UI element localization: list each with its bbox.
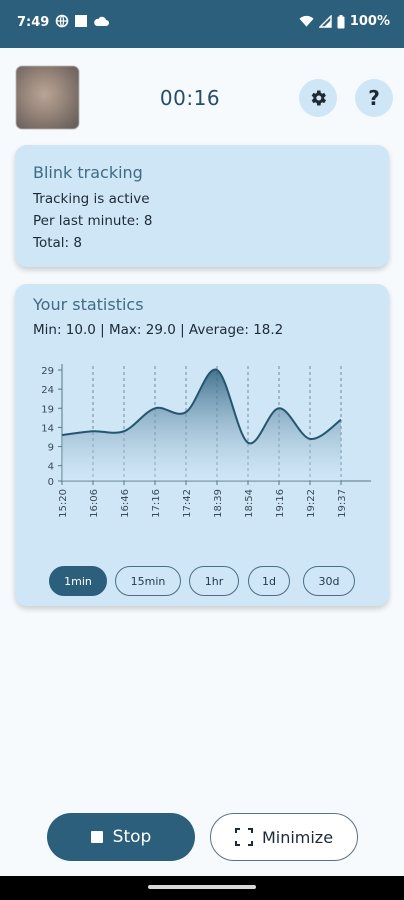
status-icons-right: 100% xyxy=(299,14,390,29)
range-button-1hr[interactable]: 1hr xyxy=(189,566,239,596)
y-tick-label: 14 xyxy=(41,423,54,434)
blink-card-title: Blink tracking xyxy=(33,163,143,182)
x-tick-label: 19:16 xyxy=(275,489,286,518)
stats-summary: Min: 10.0 | Max: 29.0 | Average: 18.2 xyxy=(33,322,284,338)
blink-rate-chart: 0 4 9 14 19 24 29 15:20 16:06 16:46 17:16 17:42 18:3… xyxy=(41,364,371,518)
x-tick-label: 18:54 xyxy=(244,489,255,518)
total-count: Total: 8 xyxy=(33,235,82,251)
stop-label: Stop xyxy=(112,827,152,847)
x-tick-label: 17:16 xyxy=(151,489,162,518)
home-gesture-handle[interactable] xyxy=(148,885,256,889)
settings-button[interactable] xyxy=(299,79,337,117)
y-tick-label: 4 xyxy=(48,462,54,473)
camera-preview-avatar xyxy=(16,66,79,129)
x-tick-label: 15:20 xyxy=(58,489,69,518)
range-button-1d[interactable]: 1d xyxy=(248,566,290,596)
minimize-button[interactable]: Minimize xyxy=(210,813,358,861)
battery-icon xyxy=(337,14,345,28)
status-time: 7:49 xyxy=(17,15,50,30)
cloud-icon xyxy=(94,16,109,26)
range-button-15min[interactable]: 15min xyxy=(115,566,181,596)
minimize-label: Minimize xyxy=(261,827,334,847)
y-tick-label: 29 xyxy=(41,366,54,377)
square-icon xyxy=(75,15,87,27)
y-tick-label: 19 xyxy=(41,404,54,415)
battery-percent: 100% xyxy=(349,14,390,29)
wifi-icon xyxy=(299,15,314,27)
gear-icon xyxy=(311,90,326,106)
x-tick-label: 18:39 xyxy=(213,489,224,518)
y-tick-label: 9 xyxy=(48,443,54,454)
globe-icon xyxy=(55,14,69,28)
stats-card-title: Your statistics xyxy=(33,295,144,314)
navigation-bar xyxy=(0,876,404,900)
status-bar: 7:49 100% xyxy=(0,0,404,48)
help-button[interactable]: ? xyxy=(355,79,393,117)
x-tick-label: 16:06 xyxy=(89,489,100,518)
help-label: ? xyxy=(368,86,380,110)
per-minute-count: Per last minute: 8 xyxy=(33,213,153,229)
statistics-card: Your statistics Min: 10.0 | Max: 29.0 | … xyxy=(15,284,389,606)
x-tick-label: 16:46 xyxy=(120,489,131,518)
tracking-status: Tracking is active xyxy=(33,191,150,207)
x-tick-label: 19:22 xyxy=(306,489,317,518)
y-tick-label: 0 xyxy=(48,477,54,488)
area-fill xyxy=(62,369,341,481)
status-icons-left xyxy=(55,14,109,28)
range-button-30d[interactable]: 30d xyxy=(303,566,355,596)
signal-icon xyxy=(318,15,332,28)
blink-tracking-card: Blink tracking Tracking is active Per la… xyxy=(15,145,389,267)
y-tick-label: 24 xyxy=(41,385,54,396)
range-button-1min[interactable]: 1min xyxy=(49,566,107,596)
series-line xyxy=(61,368,342,445)
stop-button[interactable]: Stop xyxy=(47,813,195,861)
fullscreen-exit-icon xyxy=(234,828,253,846)
stop-icon xyxy=(90,831,103,843)
x-tick-label: 19:37 xyxy=(337,489,348,518)
session-timer: 00:16 xyxy=(159,86,221,110)
x-tick-label: 17:42 xyxy=(182,489,193,518)
